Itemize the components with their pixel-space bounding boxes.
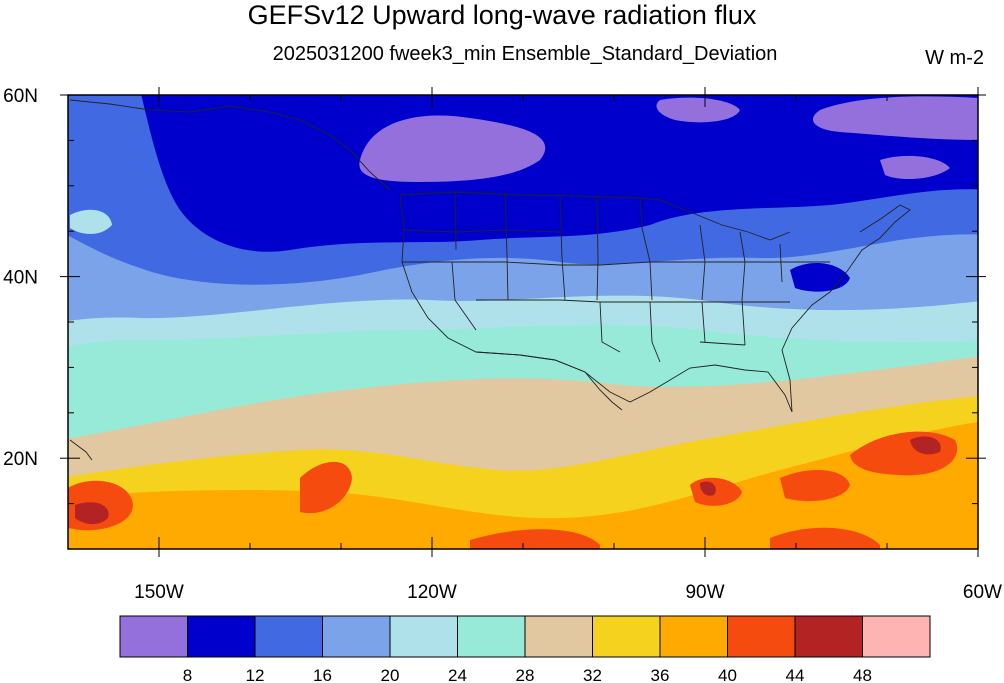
boundary-lines <box>69 99 911 461</box>
hotspot-caribbean-core <box>700 481 716 496</box>
y-tick-label: 20N <box>3 449 38 470</box>
patch-pacific-north <box>70 209 112 234</box>
colorbar-label: 28 <box>516 666 535 683</box>
colorbar-label: 16 <box>313 666 332 683</box>
colorbar-swatch <box>862 615 931 658</box>
low-spread-northwest <box>359 115 546 182</box>
axis-ticks <box>60 87 986 557</box>
hotspot-east-1 <box>780 469 850 502</box>
colorbar-label: 24 <box>448 666 467 683</box>
colorbar-swatch <box>254 615 323 658</box>
colorbar-label: 48 <box>853 666 872 683</box>
colorbar: 8 12 16 20 24 28 32 36 40 44 48 <box>119 615 931 683</box>
mexico-border <box>475 351 623 411</box>
units-label: W m-2 <box>925 47 984 69</box>
hawaii-islands <box>69 439 93 461</box>
colorbar-label: 36 <box>651 666 670 683</box>
us-state-borders <box>402 191 830 363</box>
hotspot-south-2 <box>770 527 880 549</box>
x-tick-label: 60W <box>963 582 1002 603</box>
map-subtitle: 2025031200 fweek3_min Ensemble_Standard_… <box>272 43 778 65</box>
y-tick-label: 40N <box>3 268 38 289</box>
low-spread-northeast <box>812 96 978 140</box>
colorbar-swatch <box>727 615 796 658</box>
colorbar-swatch <box>524 615 593 658</box>
axis-tick-labels: 150W 120W 90W 60W 60N 40N 20N <box>3 86 1002 603</box>
us-coastline <box>399 194 911 413</box>
x-tick-label: 90W <box>685 582 724 603</box>
colorbar-label: 12 <box>246 666 265 683</box>
hotspot-east-core <box>910 436 941 455</box>
low-spread-canada <box>656 97 740 123</box>
patch-east-us <box>790 263 850 292</box>
radiation-field <box>68 95 978 549</box>
colorbar-swatch <box>389 615 458 658</box>
colorbar-label: 8 <box>183 666 192 683</box>
colorbar-label: 20 <box>381 666 400 683</box>
us-canada-border <box>399 191 791 241</box>
colorbar-label: 44 <box>786 666 805 683</box>
colorbar-swatch <box>457 615 526 658</box>
x-tick-label: 120W <box>407 582 457 603</box>
colorbar-swatch <box>119 615 188 658</box>
hotspot-south-1 <box>470 529 600 549</box>
patch-northwest-us <box>390 199 445 230</box>
colorbar-label: 32 <box>583 666 602 683</box>
hotspot-core-west <box>75 502 109 525</box>
canada-alaska-coast <box>69 99 391 191</box>
colorbar-swatch <box>187 615 256 658</box>
hotspot-central-pacific <box>300 461 352 514</box>
colorbar-swatch <box>322 615 391 658</box>
x-tick-label: 150W <box>134 582 184 603</box>
field-band-40 <box>68 421 978 549</box>
colorbar-swatch <box>794 615 863 658</box>
low-spread-labrador <box>880 155 950 180</box>
map-title: GEFSv12 Upward long-wave radiation flux <box>247 0 757 30</box>
field-band-12 <box>141 95 978 252</box>
colorbar-label: 40 <box>718 666 737 683</box>
colorbar-swatch <box>659 615 728 658</box>
colorbar-swatch <box>592 615 661 658</box>
y-tick-label: 60N <box>3 86 38 107</box>
